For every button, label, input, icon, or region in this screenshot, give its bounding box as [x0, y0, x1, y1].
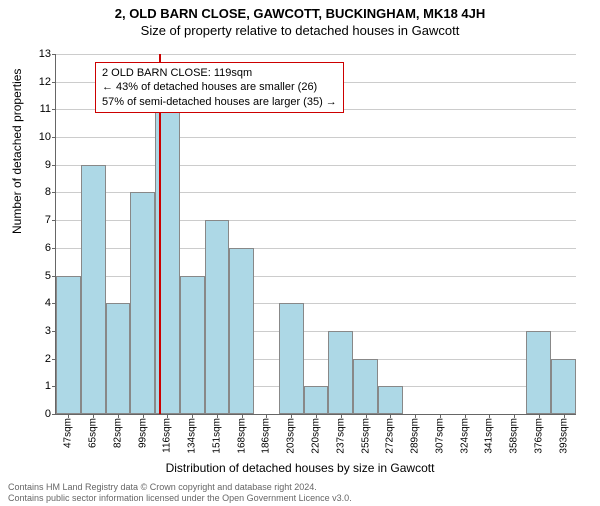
y-tick-label: 0: [45, 408, 51, 420]
y-axis-label: Number of detached properties: [10, 69, 24, 234]
x-tick-label: 116sqm: [162, 418, 173, 453]
y-tick-label: 12: [39, 76, 51, 88]
x-tick-label: 203sqm: [286, 418, 297, 454]
y-tick-label: 9: [45, 159, 51, 171]
y-tick-label: 11: [40, 103, 51, 115]
x-tick-label: 307sqm: [434, 418, 445, 454]
y-tick-mark: [52, 137, 56, 138]
x-tick-label: 186sqm: [261, 418, 272, 454]
x-tick-label: 151sqm: [211, 418, 222, 454]
x-tick-label: 47sqm: [63, 418, 74, 448]
x-tick-label: 168sqm: [236, 418, 247, 454]
y-tick-mark: [52, 165, 56, 166]
y-tick-label: 5: [45, 270, 51, 282]
x-tick-label: 237sqm: [335, 418, 346, 454]
x-tick-mark: [465, 414, 466, 418]
histogram-bar: [279, 303, 304, 414]
footer-line2: Contains public sector information licen…: [8, 493, 352, 504]
x-tick-mark: [366, 414, 367, 418]
histogram-bar: [551, 359, 576, 414]
y-tick-mark: [52, 220, 56, 221]
histogram-bar: [304, 386, 329, 414]
x-tick-label: 376sqm: [533, 418, 544, 454]
histogram-bar: [205, 220, 230, 414]
y-tick-label: 10: [39, 131, 51, 143]
footer-attribution: Contains HM Land Registry data © Crown c…: [8, 482, 352, 504]
x-tick-mark: [192, 414, 193, 418]
x-tick-mark: [440, 414, 441, 418]
chart-title-address: 2, OLD BARN CLOSE, GAWCOTT, BUCKINGHAM, …: [0, 6, 600, 21]
annotation-box: 2 OLD BARN CLOSE: 119sqm ← 43% of detach…: [95, 62, 344, 113]
y-tick-label: 2: [45, 353, 51, 365]
histogram-bar: [180, 276, 205, 414]
y-tick-mark: [52, 414, 56, 415]
histogram-bar: [106, 303, 131, 414]
x-tick-label: 255sqm: [360, 418, 371, 454]
x-tick-mark: [118, 414, 119, 418]
annotation-line3: 57% of semi-detached houses are larger (…: [102, 95, 337, 109]
x-tick-label: 220sqm: [311, 418, 322, 454]
y-tick-label: 3: [45, 325, 51, 337]
y-tick-mark: [52, 248, 56, 249]
x-tick-mark: [390, 414, 391, 418]
histogram-bar: [229, 248, 254, 414]
histogram-bar: [526, 331, 551, 414]
x-tick-mark: [489, 414, 490, 418]
histogram-bar: [130, 192, 155, 414]
chart-subtitle: Size of property relative to detached ho…: [0, 23, 600, 38]
x-tick-mark: [341, 414, 342, 418]
y-tick-mark: [52, 192, 56, 193]
x-tick-mark: [291, 414, 292, 418]
gridline: [56, 165, 576, 166]
x-tick-label: 272sqm: [385, 418, 396, 454]
x-tick-label: 99sqm: [137, 418, 148, 448]
x-tick-label: 393sqm: [558, 418, 569, 454]
histogram-bar: [56, 276, 81, 414]
x-tick-mark: [68, 414, 69, 418]
x-tick-mark: [242, 414, 243, 418]
y-tick-label: 13: [39, 48, 51, 60]
footer-line1: Contains HM Land Registry data © Crown c…: [8, 482, 352, 493]
x-tick-label: 341sqm: [484, 418, 495, 454]
x-tick-mark: [143, 414, 144, 418]
y-tick-label: 6: [45, 242, 51, 254]
x-tick-mark: [266, 414, 267, 418]
gridline: [56, 54, 576, 55]
x-axis-label: Distribution of detached houses by size …: [0, 461, 600, 475]
x-tick-mark: [167, 414, 168, 418]
x-tick-label: 65sqm: [88, 418, 99, 448]
y-tick-mark: [52, 82, 56, 83]
x-tick-mark: [539, 414, 540, 418]
x-tick-label: 82sqm: [112, 418, 123, 448]
y-tick-mark: [52, 54, 56, 55]
histogram-bar: [328, 331, 353, 414]
histogram-bar: [378, 386, 403, 414]
y-tick-label: 4: [45, 297, 51, 309]
histogram-bar: [81, 165, 106, 414]
x-tick-label: 358sqm: [509, 418, 520, 454]
x-tick-mark: [514, 414, 515, 418]
annotation-line1: 2 OLD BARN CLOSE: 119sqm: [102, 66, 337, 80]
x-tick-mark: [93, 414, 94, 418]
x-tick-label: 134sqm: [187, 418, 198, 454]
y-tick-label: 8: [45, 186, 51, 198]
y-tick-label: 1: [45, 380, 51, 392]
histogram-bar: [353, 359, 378, 414]
annotation-line2: ← 43% of detached houses are smaller (26…: [102, 80, 337, 94]
y-tick-label: 7: [45, 214, 51, 226]
x-tick-mark: [564, 414, 565, 418]
x-tick-label: 289sqm: [410, 418, 421, 454]
gridline: [56, 137, 576, 138]
chart-area: 01234567891011121347sqm65sqm82sqm99sqm11…: [55, 54, 575, 414]
x-tick-mark: [316, 414, 317, 418]
x-tick-mark: [217, 414, 218, 418]
y-tick-mark: [52, 109, 56, 110]
x-tick-label: 324sqm: [459, 418, 470, 454]
x-tick-mark: [415, 414, 416, 418]
